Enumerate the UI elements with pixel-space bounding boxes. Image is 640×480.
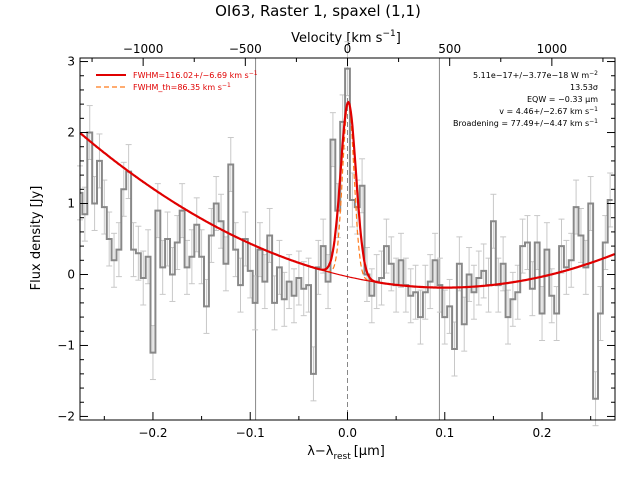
annotation-eqw: EQW = −0.33 μm: [527, 95, 598, 104]
y-tick-label: 0: [67, 267, 75, 281]
fit-annotations: 5.11e−17+/−3.77e−18 W m−2 13.53σ EQW = −…: [453, 70, 598, 128]
y-tick-label: −2: [57, 409, 75, 423]
y-tick-label: 1: [67, 197, 75, 211]
velocity-tick-label: −1000: [123, 42, 164, 56]
velocity-tick-label: −500: [229, 42, 262, 56]
legend-item-fwhm-th: FWHM_th=86.35 km s−1: [133, 82, 231, 92]
x-tick-label: 0.2: [532, 426, 551, 440]
annotation-velocity: v = 4.46+/−2.67 km s−1: [499, 106, 598, 116]
legend: FWHM=116.02+/−6.69 km s−1 FWHM_th=86.35 …: [96, 70, 258, 92]
annotation-broadening: Broadening = 77.49+/−4.47 km s−1: [453, 118, 598, 128]
annotation-flux: 5.11e−17+/−3.77e−18 W m−2: [473, 70, 598, 80]
x-tick-label: −0.1: [236, 426, 265, 440]
y-tick-label: 2: [67, 126, 75, 140]
axis-ticks: −0.2 −0.1 0.0 0.1 0.2 −2 −1 0 1 2 3 −1000 −500 0 500 10…: [57, 42, 615, 440]
plot-area: [77, 41, 615, 427]
reference-lines: [255, 58, 440, 420]
instrumental-profile-line: [318, 101, 377, 283]
velocity-tick-label: 0: [344, 42, 352, 56]
velocity-tick-label: 500: [438, 42, 461, 56]
x-axis-label: λ−λrest [μm]: [307, 444, 385, 462]
top-axis-label: Velocity [km s−1]: [291, 29, 401, 46]
spectrum-line: [80, 67, 613, 400]
y-axis-label: Flux density [Jy]: [29, 186, 44, 291]
chart-title: OI63, Raster 1, spaxel (1,1): [215, 2, 421, 20]
fit-line: [79, 100, 615, 289]
annotation-significance: 13.53σ: [570, 83, 598, 92]
y-tick-label: 3: [67, 55, 75, 69]
velocity-tick-label: 1000: [537, 42, 568, 56]
legend-item-fwhm: FWHM=116.02+/−6.69 km s−1: [133, 70, 258, 80]
x-tick-label: 0.1: [435, 426, 454, 440]
x-tick-label: 0.0: [338, 426, 357, 440]
x-tick-label: −0.2: [138, 426, 167, 440]
y-tick-label: −1: [57, 338, 75, 352]
